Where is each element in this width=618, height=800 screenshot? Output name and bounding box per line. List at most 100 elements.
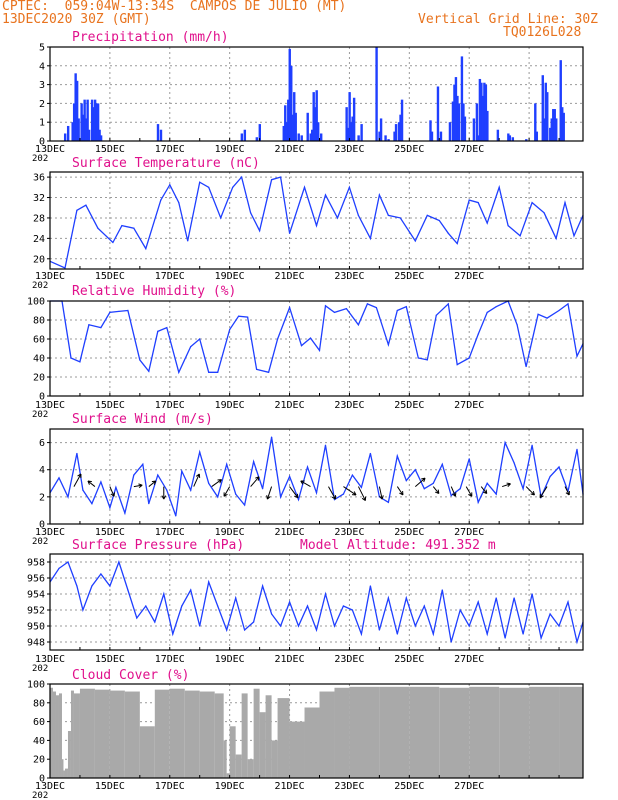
pres-data-point <box>396 633 398 635</box>
wind-data-point <box>387 501 389 503</box>
cloud-cover-column <box>229 726 236 778</box>
temp-data-point <box>112 241 114 244</box>
temp-data-point <box>279 176 282 178</box>
precip-bar <box>243 129 247 141</box>
wind-data-point <box>279 496 282 498</box>
pres-data-point <box>477 601 479 603</box>
wind-data-point <box>522 488 524 490</box>
precip-bar <box>552 109 555 141</box>
cloud-cover-column <box>79 688 95 778</box>
wind-data-point <box>432 482 434 484</box>
date-label: 19DEC <box>215 781 245 792</box>
temp-data-point <box>564 202 566 204</box>
date-label: 15DEC <box>95 654 125 665</box>
pres-panel: 948 950 952 954 956 958 13DEC 15DEC 17DEC 19DEC 21… <box>27 538 584 674</box>
temp-series-line <box>49 175 584 269</box>
rh-data-point <box>229 328 231 331</box>
precip-bar <box>525 139 528 141</box>
date-label: 27DEC <box>454 527 484 538</box>
precip-bar <box>394 124 398 141</box>
rh-data-point <box>118 310 120 313</box>
pres-data-point <box>351 609 354 611</box>
date-label: 23DEC <box>334 271 364 282</box>
cloud-cover-column <box>58 693 62 778</box>
wind-data-point <box>468 458 470 460</box>
cloud-cover-column <box>73 693 80 778</box>
temp-data-point <box>399 217 401 219</box>
date-label: 25DEC <box>394 271 424 282</box>
temp-data-point <box>426 214 428 216</box>
date-label: 25DEC <box>394 400 424 411</box>
precip-bar <box>95 103 98 141</box>
pres-data-point <box>495 597 497 599</box>
temp-data-point <box>348 186 351 188</box>
pres-data-point <box>82 609 84 611</box>
rh-data-point <box>417 357 419 359</box>
rh-data-point <box>546 317 548 319</box>
precip-bar <box>90 99 94 141</box>
date-label: 15DEC <box>95 781 125 792</box>
temp-data-point <box>324 194 327 196</box>
precip-bar <box>496 129 500 141</box>
precip-bar <box>92 107 95 141</box>
y-tick-label: 6 <box>39 438 45 449</box>
precip-bar <box>541 75 544 141</box>
rh-frame <box>49 300 584 397</box>
y-tick-label: 80 <box>33 316 45 327</box>
temp-data-point <box>369 237 371 239</box>
temp-data-point <box>336 217 339 219</box>
pres-data-point <box>199 625 201 627</box>
precip-bar <box>258 124 262 141</box>
date-label: 27DEC <box>454 781 484 792</box>
date-label: 13DEC <box>35 271 65 282</box>
cloud-cover-column <box>559 686 583 778</box>
precip-bar <box>294 112 297 141</box>
temp-data-point <box>232 186 234 188</box>
pres-data-point <box>531 593 533 595</box>
rh-data-point <box>405 306 407 308</box>
pres-data-point <box>279 625 282 627</box>
wind-data-point <box>199 451 201 453</box>
date-label: 13DEC <box>35 781 65 792</box>
precip-bar <box>81 114 85 141</box>
wind-data-point <box>142 463 144 465</box>
model-code: TQ0126L028 <box>503 25 582 40</box>
wind-data-point <box>360 486 363 488</box>
precip-bar <box>87 129 91 141</box>
wind-data-point <box>414 469 416 471</box>
y-tick-label: 954 <box>27 590 45 601</box>
wind-data-point <box>253 460 255 463</box>
wind-data-point <box>262 488 264 490</box>
precip-bar <box>456 95 459 141</box>
temp-data-point <box>64 267 66 269</box>
temp-frame <box>49 171 584 270</box>
cloud-cover-column <box>61 759 64 778</box>
rh-data-point <box>324 305 327 307</box>
date-label: 19DEC <box>215 144 245 155</box>
pres-data-point <box>558 625 560 627</box>
wind-vector-arrow <box>414 477 426 487</box>
date-label: 21DEC <box>274 271 304 282</box>
cloud-cover-column <box>253 688 260 778</box>
precip-bar <box>314 107 317 141</box>
pres-data-point <box>100 573 102 575</box>
y-tick-label: 952 <box>27 606 45 617</box>
wind-data-point <box>270 436 273 438</box>
rh-data-point <box>387 344 389 346</box>
precip-bar <box>481 95 485 141</box>
wind-data-point <box>351 474 354 476</box>
pres-data-point <box>369 585 371 587</box>
rh-data-point <box>333 311 336 313</box>
y-tick-label: 20 <box>33 373 45 384</box>
pres-data-point <box>172 633 174 635</box>
cloud-cover-column <box>334 687 350 778</box>
precip-bar <box>316 122 320 141</box>
wind-data-point <box>396 455 398 457</box>
precip-bar <box>484 84 488 141</box>
y-tick-label: 28 <box>33 213 45 224</box>
y-tick-label: 100 <box>27 680 45 691</box>
temp-data-point <box>447 232 449 234</box>
pres-data-point <box>226 629 228 631</box>
temp-data-point <box>220 217 222 219</box>
